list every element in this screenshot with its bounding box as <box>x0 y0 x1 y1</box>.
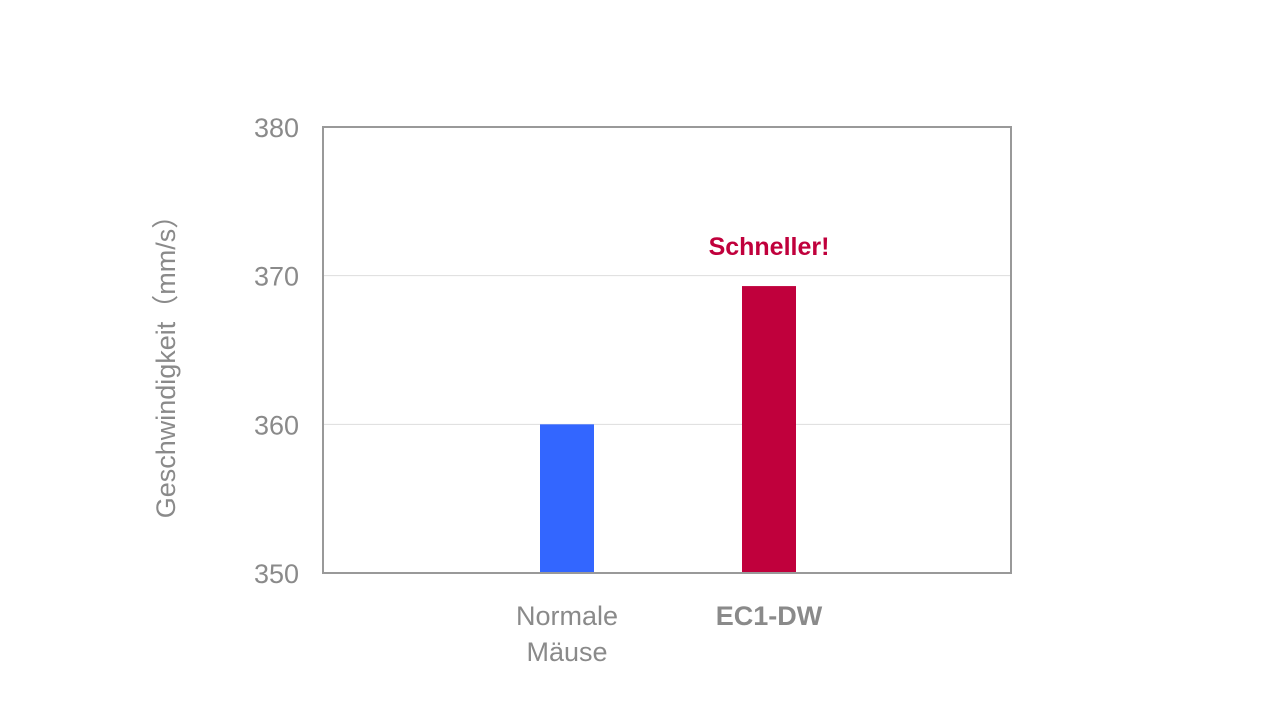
y-tick-label-370: 370 <box>254 262 299 292</box>
y-tick-label-380: 380 <box>254 113 299 143</box>
y-tick-label-350: 350 <box>254 559 299 589</box>
x-category-label-ec1-dw: EC1-DW <box>716 601 823 631</box>
bars <box>540 286 796 573</box>
bar-ec1-dw <box>742 286 796 573</box>
x-category-label-normale-maeuse: Normale Mäuse <box>516 601 618 667</box>
y-tick-labels: 350 360 370 380 <box>254 113 299 589</box>
y-axis-title: Geschwindigkeit（mm/s） <box>151 202 181 519</box>
bar-normale-maeuse <box>540 424 594 573</box>
x-category-labels: Normale Mäuse EC1-DW <box>516 601 823 667</box>
gridlines <box>323 275 1011 425</box>
y-tick-label-360: 360 <box>254 410 299 440</box>
plot-frame <box>322 126 1012 574</box>
annotation-schneller: Schneller! <box>709 233 830 261</box>
